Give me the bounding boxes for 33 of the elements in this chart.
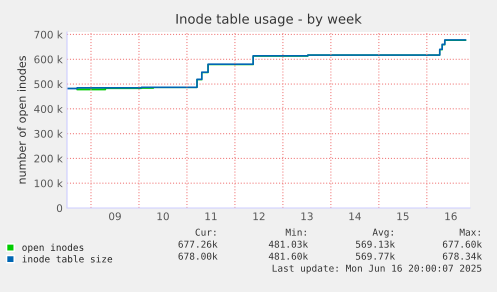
text: 569.77k — [356, 252, 395, 260]
x-tick-label: 16 — [445, 212, 457, 220]
legend-label: open inodes — [22, 244, 84, 253]
text: 481.60k — [268, 252, 308, 260]
text: Cur: — [196, 228, 216, 236]
x-tick-label: 15 — [397, 212, 409, 220]
y-tick-label: 700 k — [34, 30, 63, 39]
text: Avg: — [372, 228, 393, 238]
text: 677.60k — [442, 240, 482, 248]
y-tick-label: 500 k — [34, 80, 63, 88]
x-tick-label: 09 — [109, 212, 121, 220]
y-axis-title: number of open inodes — [17, 56, 28, 184]
x-tick-label: 14 — [349, 212, 361, 220]
y-tick-label: 200 k — [34, 154, 63, 163]
x-tick-label: 12 — [253, 212, 264, 220]
y-tick-label: 100 k — [34, 179, 63, 188]
x-tick-label: 13 — [301, 212, 313, 220]
text: Min: — [286, 228, 306, 236]
text: 678.34k — [442, 252, 482, 260]
text: 569.13k — [356, 240, 395, 248]
legend-label: inode table size — [22, 255, 112, 263]
y-tick-label: 400 k — [34, 104, 63, 113]
text: 481.03k — [268, 240, 308, 248]
x-tick-label: 10 — [157, 212, 169, 220]
y-tick-label: 0 — [56, 204, 62, 212]
text: 678.00k — [178, 252, 218, 260]
text: Max: — [460, 228, 480, 236]
text: 677.26k — [178, 240, 218, 248]
y-tick-label: 300 k — [34, 130, 63, 138]
x-tick-label: 11 — [205, 212, 217, 220]
chart-title: Inode table usage - by week — [176, 14, 362, 26]
text: Last update: Mon Jun 16 20:00:07 2025 — [272, 264, 482, 274]
y-tick-label: 600 k — [34, 55, 63, 64]
